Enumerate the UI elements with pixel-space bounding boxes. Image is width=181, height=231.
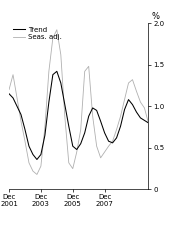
Legend: Trend, Seas. adj.: Trend, Seas. adj. (12, 27, 62, 40)
Text: %: % (151, 12, 159, 21)
